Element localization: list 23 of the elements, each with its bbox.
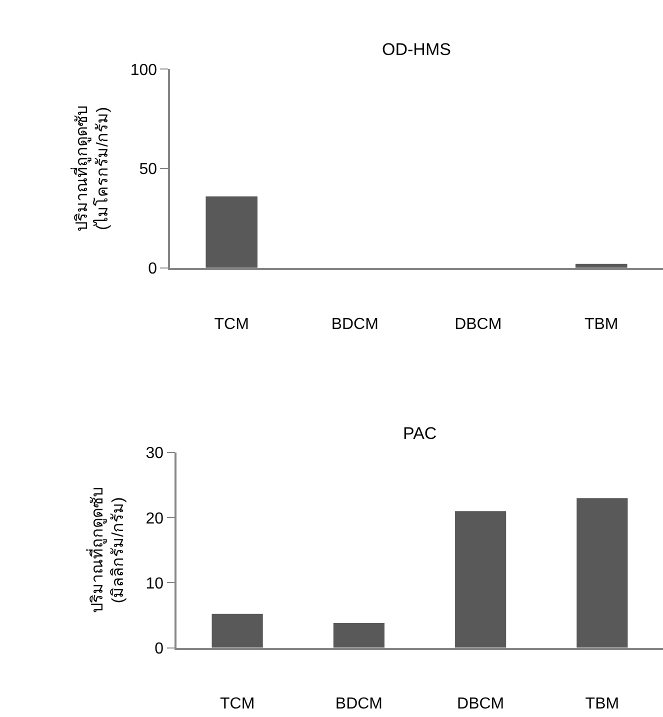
x-tick-label: DBCM — [457, 696, 504, 713]
y-tick-label: 0 — [154, 640, 164, 658]
x-tick-label: TBM — [585, 696, 620, 713]
y-axis-title: ปริมาณที่ถูกดูดซับ (ไมโครกรัม/กรัม) — [70, 106, 112, 232]
y-tick-label: 20 — [146, 510, 164, 528]
chart-title: OD-HMS — [382, 40, 451, 59]
bar — [212, 614, 263, 648]
x-tick-label: TCM — [214, 316, 249, 333]
bar — [455, 511, 506, 648]
y-tick-label: 10 — [146, 575, 164, 592]
x-tick-label: TBM — [584, 316, 618, 333]
x-tick-label: BDCM — [331, 316, 378, 333]
chart-title: PAC — [403, 424, 437, 443]
bar — [576, 498, 628, 648]
x-tick-label: TCM — [220, 696, 255, 713]
y-tick-label: 50 — [139, 161, 158, 178]
y-tick-label: 30 — [146, 445, 164, 462]
x-tick-label: BDCM — [335, 696, 382, 713]
bar — [333, 623, 384, 648]
y-axis-title: ปริมาณที่ถูกดูดซับ (มิลลิกรัม/กรัม) — [85, 487, 128, 614]
y-tick-label: 100 — [130, 62, 158, 79]
y-tick-label: 0 — [148, 260, 158, 278]
x-tick-label: DBCM — [454, 316, 502, 333]
